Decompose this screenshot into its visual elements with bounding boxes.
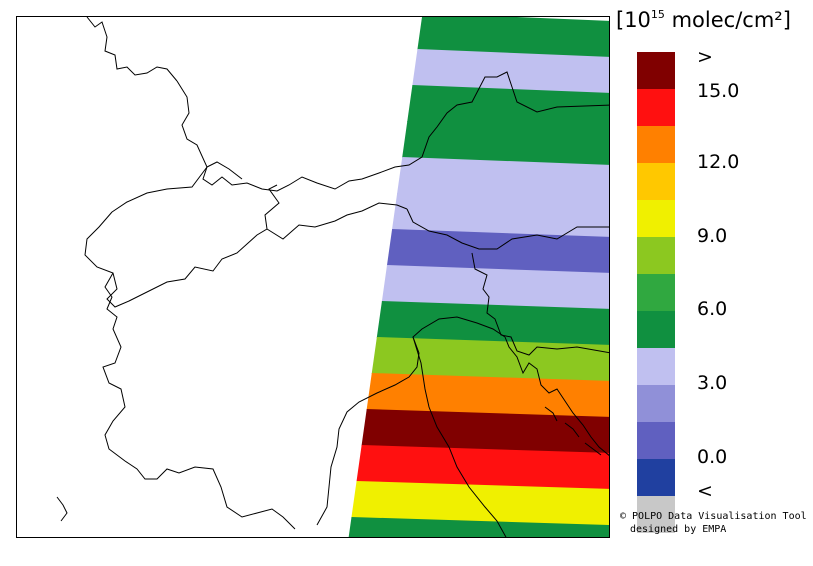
legend-swatch — [637, 237, 675, 274]
swath-row — [397, 157, 609, 202]
satellite-swath — [348, 17, 609, 537]
border-switzerland — [84, 161, 408, 308]
legend-swatch — [637, 459, 675, 496]
legend-label: 3.0 — [697, 372, 728, 394]
legend-swatch — [637, 126, 675, 163]
swath-row — [351, 481, 609, 526]
coast-adriatic — [412, 336, 507, 537]
swath-row — [348, 517, 609, 537]
legend-swatch — [637, 52, 675, 89]
legend-label: 15.0 — [697, 80, 740, 102]
country-borders — [56, 17, 609, 537]
credit-line-1: © POLPO Data Visualisation Tool — [620, 511, 807, 522]
coast-islands — [544, 406, 602, 456]
legend-swatch — [637, 348, 675, 385]
swath-row — [386, 229, 609, 274]
legend-swatch — [637, 385, 675, 422]
unit-prefix: [10 — [616, 8, 651, 32]
border-slovenia-croatia — [471, 252, 609, 356]
legend-swatch — [637, 496, 675, 533]
border-france-italy — [102, 272, 296, 530]
coast-istria-dalmatia — [504, 336, 609, 456]
legend-swatch — [637, 311, 675, 348]
map-canvas[interactable] — [17, 17, 610, 538]
unit-exponent: 15 — [650, 8, 665, 21]
legend-swatch — [637, 200, 675, 237]
legend-label: 12.0 — [697, 151, 740, 173]
legend-label: 9.0 — [697, 225, 728, 247]
coast-liguria — [316, 316, 506, 526]
color-legend — [637, 52, 675, 533]
legend-swatch — [637, 163, 675, 200]
unit-title: [1015 molec/cm²] — [616, 8, 791, 32]
swath-row — [356, 445, 609, 490]
legend-label: > — [697, 46, 713, 68]
legend-label: < — [697, 480, 713, 502]
legend-swatch — [637, 89, 675, 126]
swath-row — [412, 49, 609, 94]
legend-swatch — [637, 422, 675, 459]
credit-line-2: designed by EMPA — [630, 524, 727, 535]
map-frame[interactable] — [16, 16, 610, 538]
unit-suffix: molec/cm²] — [664, 8, 791, 32]
swath-row — [381, 265, 609, 310]
swath-row — [417, 17, 609, 58]
swath-row — [361, 409, 609, 454]
swath-row — [366, 373, 609, 418]
legend-swatch — [637, 274, 675, 311]
legend-label: 6.0 — [697, 298, 728, 320]
border-italy-austria — [406, 208, 609, 250]
swath-row — [407, 85, 609, 130]
swath-row — [376, 301, 609, 346]
coast-corsica — [56, 496, 68, 522]
legend-label: 0.0 — [697, 446, 728, 468]
swath-row — [402, 121, 609, 166]
swath-row — [391, 193, 609, 238]
border-france-belgium — [86, 17, 178, 82]
